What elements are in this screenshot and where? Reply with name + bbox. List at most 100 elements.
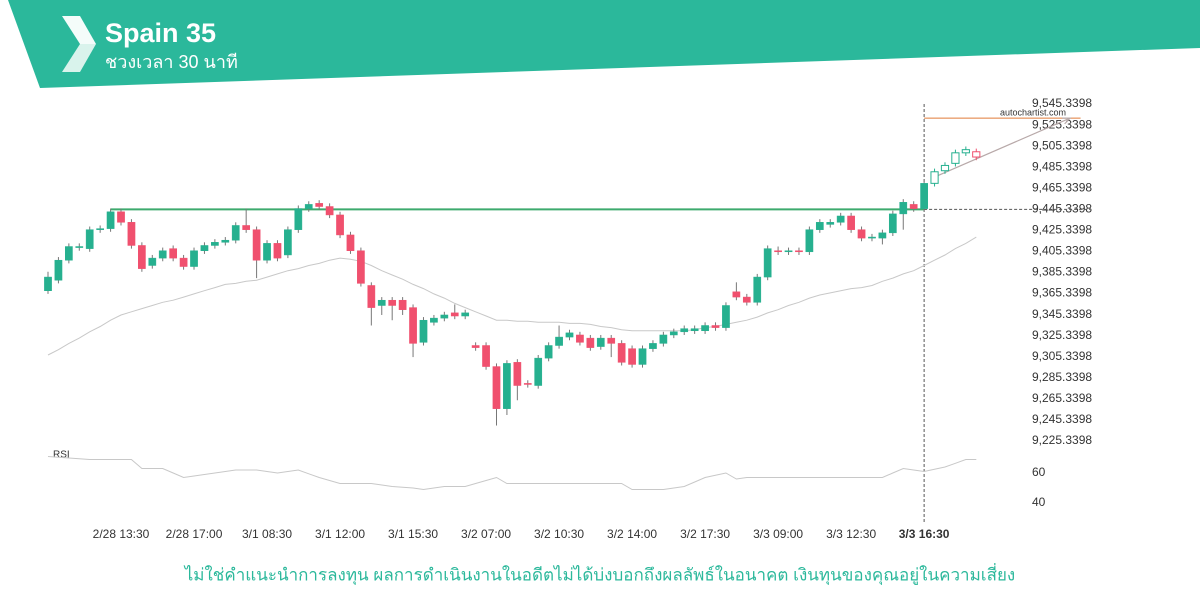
candle-body: [284, 229, 292, 256]
candle-body: [815, 222, 824, 230]
y-tick-label: 9,365.3398: [1032, 286, 1092, 300]
candle-body: [85, 229, 94, 249]
candle-body: [179, 257, 188, 267]
candle-body: [659, 334, 668, 344]
candle-body: [722, 305, 730, 328]
candle-body: [419, 319, 428, 343]
candle-body: [909, 204, 918, 209]
rsi-label: RSI: [53, 450, 70, 461]
candle-body: [742, 296, 751, 303]
candle-body: [315, 203, 324, 207]
candle-body: [294, 208, 303, 230]
candle-body: [847, 215, 855, 230]
candle-body: [920, 183, 928, 209]
candle-body: [805, 229, 814, 253]
candle-body: [836, 215, 845, 223]
candle-body: [304, 204, 313, 209]
candle-body: [576, 334, 584, 343]
candle-body: [367, 285, 376, 308]
candle-body: [75, 246, 84, 248]
x-tick-label: 2/28 17:00: [166, 527, 223, 541]
candle-body: [106, 211, 115, 229]
candle-body: [940, 164, 950, 172]
candle-body: [763, 248, 772, 278]
y-tick-label: 9,445.3398: [1032, 201, 1092, 215]
candle-body: [701, 325, 709, 332]
disclaimer: ไม่ใช่คำแนะนำการลงทุน ผลการดำเนินงานในอด…: [183, 562, 1015, 585]
candle-body: [868, 236, 876, 239]
candle-body: [930, 171, 939, 184]
y-tick-label: 9,425.3398: [1032, 223, 1092, 237]
candle-body: [430, 317, 438, 323]
candle-body: [221, 239, 230, 243]
candle-body: [409, 307, 417, 344]
candle-body: [961, 149, 970, 154]
candle-body: [231, 225, 240, 241]
candle-body: [471, 345, 480, 348]
y-tick-label: 9,305.3398: [1032, 349, 1092, 363]
candle-body: [440, 314, 449, 319]
candle-body: [534, 357, 543, 386]
x-tick-label: 2/28 13:30: [93, 527, 150, 541]
y-tick-label: 9,385.3398: [1032, 265, 1092, 279]
candle-body: [148, 257, 157, 266]
candle-body: [899, 202, 908, 215]
header-title: Spain 35: [105, 18, 216, 48]
candle-body: [732, 291, 741, 298]
candle-body: [242, 225, 251, 230]
y-tick-label: 9,285.3398: [1032, 370, 1092, 384]
y-tick-label: 9,325.3398: [1032, 328, 1092, 342]
candle-body: [273, 243, 282, 259]
y-tick-label: 9,485.3398: [1032, 159, 1092, 173]
candle-body: [878, 232, 887, 239]
candle-body: [826, 222, 835, 225]
x-tick-label: 3/1 08:30: [242, 527, 292, 541]
moving-average: [47, 236, 977, 356]
candle-body: [377, 299, 386, 306]
candle-body: [357, 250, 365, 284]
candle-body: [127, 222, 136, 246]
candle-body: [784, 250, 793, 253]
candle-body: [617, 343, 626, 363]
candle-body: [680, 328, 689, 333]
trend-arrow: [1062, 117, 1072, 125]
y-tick-label: 9,465.3398: [1032, 180, 1092, 194]
candle-body: [795, 250, 803, 253]
y-tick-label: 9,505.3398: [1032, 138, 1092, 152]
x-tick-label: 3/2 10:30: [534, 527, 584, 541]
candle-body: [169, 248, 178, 259]
logo-part: [62, 44, 96, 72]
candle-body: [482, 345, 490, 367]
rsi-tick-label: 60: [1032, 465, 1046, 479]
x-tick-label: 3/3 09:00: [753, 527, 803, 541]
candle-body: [513, 362, 522, 386]
logo: [62, 16, 96, 72]
logo-part: [62, 16, 96, 44]
candle-body: [44, 276, 52, 291]
candle-body: [492, 366, 501, 409]
candle-body: [388, 299, 397, 306]
x-tick-label: 3/3 12:30: [826, 527, 876, 541]
candle-body: [888, 213, 897, 234]
candle-body: [628, 348, 636, 365]
candle-body: [607, 337, 616, 344]
source-label: autochartist.com: [1000, 107, 1066, 117]
rsi-line: [47, 456, 977, 491]
candle-body: [336, 214, 344, 236]
candle-body: [461, 312, 470, 317]
candle-body: [951, 152, 960, 164]
candle-body: [503, 363, 511, 409]
candle-body: [753, 276, 762, 303]
candle-body: [596, 337, 605, 347]
candle-body: [669, 331, 678, 336]
y-tick-label: 9,225.3398: [1032, 433, 1092, 447]
candle-body: [565, 332, 574, 338]
candle-body: [690, 328, 699, 332]
rsi-tick-label: 40: [1032, 495, 1046, 509]
candle-body: [711, 325, 720, 328]
x-tick-label: 3/3 16:30: [899, 527, 950, 541]
candle-body: [398, 299, 407, 310]
candle-body: [972, 151, 981, 158]
trend-line: [934, 117, 1071, 178]
